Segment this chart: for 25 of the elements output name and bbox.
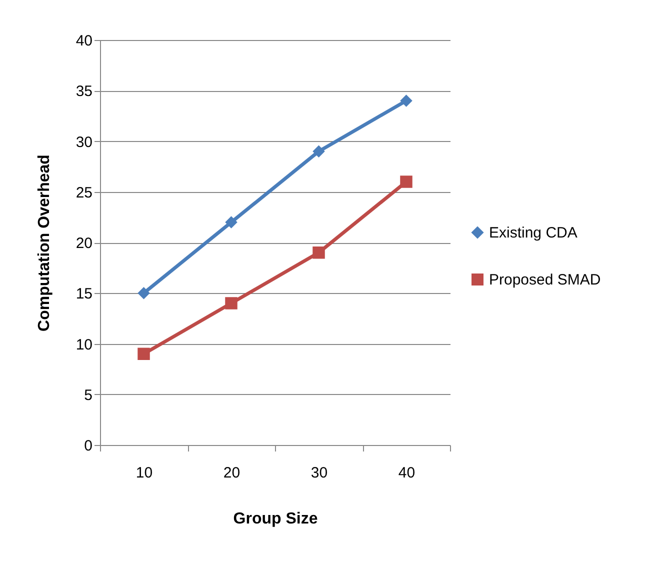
y-tick-label: 5 (84, 386, 92, 404)
point (400, 94, 412, 107)
point (400, 176, 412, 188)
y-tick-label: 20 (76, 235, 92, 252)
x-tick-label: 20 (223, 464, 240, 482)
y-tick-label: 10 (76, 336, 92, 354)
y-tick-label: 25 (76, 184, 92, 202)
point (138, 287, 150, 300)
y-tick-label: 15 (76, 286, 92, 303)
point (225, 216, 238, 228)
point (312, 145, 325, 158)
y-tick-label: 35 (76, 83, 92, 100)
legend-label: Proposed SMAD (489, 272, 601, 288)
x-tick-label: 40 (398, 464, 416, 482)
point (225, 297, 238, 310)
y-tick-label: 0 (84, 438, 92, 454)
x-tick-label: 10 (136, 464, 153, 482)
legend-label: Existing CDA (489, 224, 578, 242)
point (312, 246, 325, 259)
point (138, 348, 150, 360)
y-tick-label: 30 (76, 134, 92, 151)
y-axis-title: Computation Overhead (36, 154, 53, 332)
x-axis-title: Group Size (233, 510, 318, 528)
x-tick-label: 30 (310, 464, 328, 482)
y-tick-label: 40 (76, 32, 92, 50)
